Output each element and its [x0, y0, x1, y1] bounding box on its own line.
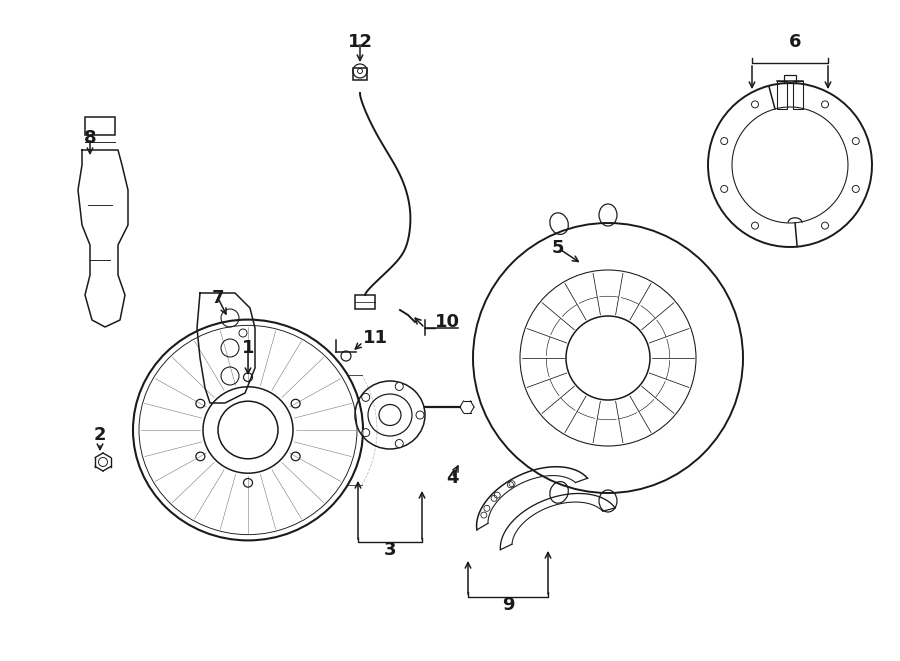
Text: 6: 6: [788, 33, 801, 51]
Bar: [353, 68, 367, 80]
Text: 10: 10: [435, 313, 460, 331]
Text: 9: 9: [502, 596, 514, 614]
Bar: [793, 81, 803, 109]
Circle shape: [362, 393, 370, 401]
Circle shape: [395, 440, 403, 447]
Text: 1: 1: [242, 339, 254, 357]
Circle shape: [395, 383, 403, 391]
Text: 3: 3: [383, 541, 396, 559]
Text: 7: 7: [212, 289, 224, 307]
Text: 8: 8: [84, 129, 96, 147]
Bar: [777, 81, 787, 109]
Bar: [784, 75, 796, 83]
Bar: [355, 295, 375, 309]
Circle shape: [362, 428, 370, 437]
Text: 5: 5: [552, 239, 564, 257]
Text: 2: 2: [94, 426, 106, 444]
Bar: [85, 117, 115, 135]
Text: 4: 4: [446, 469, 458, 487]
Circle shape: [416, 411, 424, 419]
Text: 11: 11: [363, 329, 388, 347]
Text: 12: 12: [347, 33, 373, 51]
